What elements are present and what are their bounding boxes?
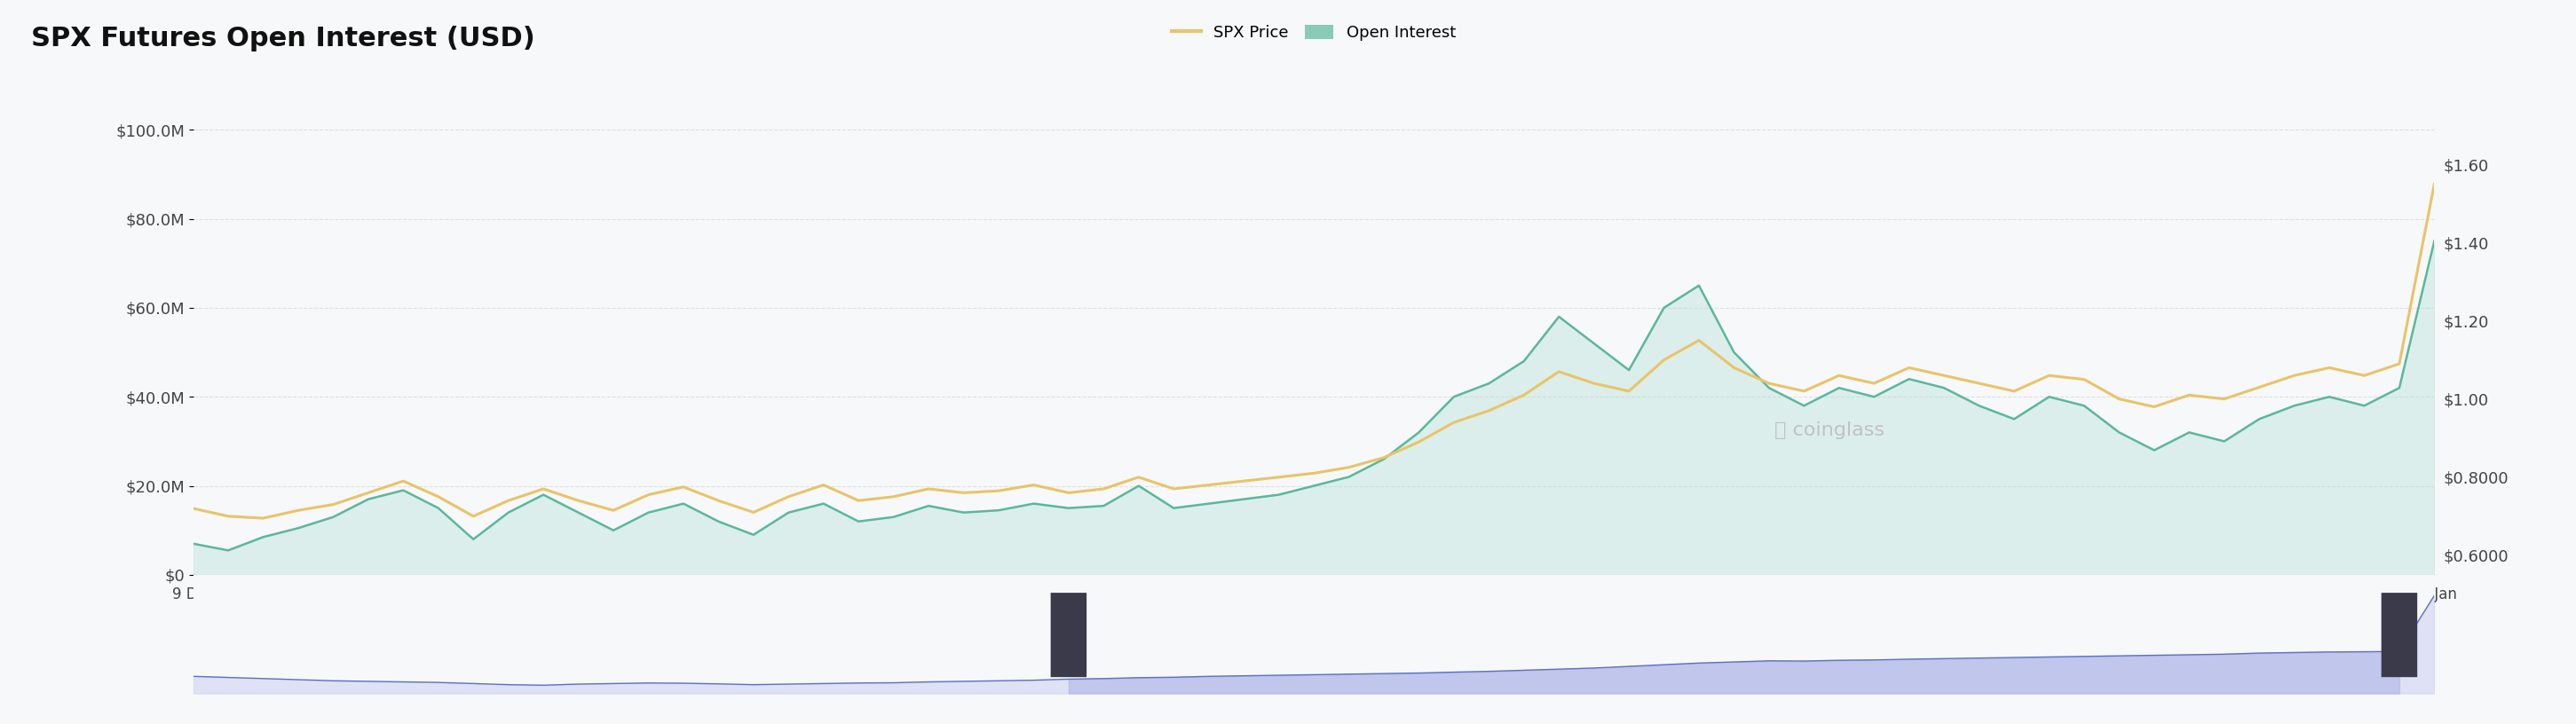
FancyBboxPatch shape — [2380, 593, 2416, 677]
Legend: SPX Price, Open Interest: SPX Price, Open Interest — [1164, 18, 1463, 47]
Text: 🐦 coinglass: 🐦 coinglass — [1775, 422, 1883, 439]
FancyBboxPatch shape — [1051, 593, 1087, 677]
Text: SPX Futures Open Interest (USD): SPX Futures Open Interest (USD) — [31, 25, 536, 51]
